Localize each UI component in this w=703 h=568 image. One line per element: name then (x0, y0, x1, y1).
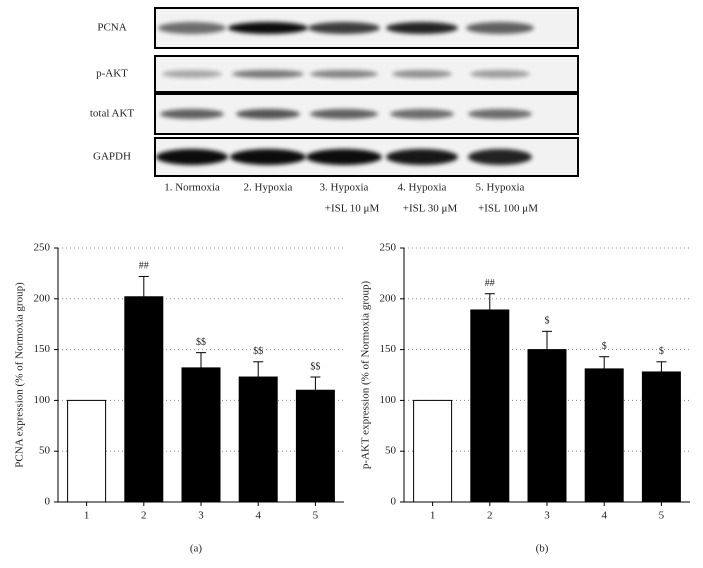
bar (238, 376, 278, 503)
x-tick-label: 1 (84, 510, 90, 522)
blot-band (160, 109, 224, 119)
y-tick-label: 100 (34, 394, 51, 406)
y-tick-label: 200 (34, 292, 51, 304)
y-axis-label: PCNA expression (% of Normoxia group) (14, 282, 26, 468)
significance-label: $$ (253, 346, 263, 357)
blot-band (310, 109, 378, 119)
blot-row-label: total AKT (90, 108, 135, 120)
blot-band (308, 22, 380, 34)
y-tick-label: 50 (385, 445, 397, 457)
blot-band (468, 109, 532, 119)
blot-band (158, 22, 226, 34)
x-tick-label: 5 (659, 510, 665, 522)
bar (181, 367, 221, 503)
x-tick-label: 3 (544, 510, 550, 522)
blot-band (306, 149, 382, 165)
blot-band (386, 149, 458, 165)
x-tick-label: 4 (255, 510, 261, 522)
blot-band (392, 70, 452, 78)
x-tick-label: 1 (430, 510, 436, 522)
bar (67, 399, 107, 503)
blot-row-label: PCNA (97, 22, 126, 34)
panel-label: (b) (536, 543, 549, 555)
blot-band (310, 70, 378, 78)
bar (584, 368, 624, 503)
lane-label: +ISL 100 μM (478, 203, 538, 215)
lane-label: 3. Hypoxia (320, 182, 369, 194)
y-tick-label: 250 (34, 242, 51, 254)
blot-band (386, 22, 458, 34)
x-tick-label: 2 (141, 510, 147, 522)
blot-band (228, 22, 308, 34)
lane-label: 4. Hypoxia (398, 182, 447, 194)
significance-label: ## (485, 278, 495, 289)
y-tick-label: 0 (45, 496, 51, 508)
blot-band (470, 70, 530, 78)
lane-label: +ISL 30 μM (403, 203, 458, 215)
x-tick-label: 2 (487, 510, 493, 522)
significance-label: $ (602, 341, 607, 352)
significance-label: $$ (196, 337, 206, 348)
bar (413, 399, 453, 503)
blot-band (390, 109, 454, 119)
significance-label: ## (139, 261, 149, 272)
y-tick-label: 50 (39, 445, 51, 457)
significance-label: $ (659, 346, 664, 357)
blot-band (230, 149, 306, 165)
bar (527, 349, 567, 503)
blot-band (466, 22, 534, 34)
y-tick-label: 100 (380, 394, 397, 406)
significance-label: $$ (310, 361, 320, 372)
x-tick-label: 5 (313, 510, 319, 522)
blot-row-label: GAPDH (93, 151, 131, 163)
blot-band (468, 149, 532, 165)
bar (295, 389, 335, 503)
blot-band (162, 70, 222, 78)
x-tick-label: 4 (601, 510, 607, 522)
blot-row-label: p-AKT (96, 68, 128, 80)
y-tick-label: 0 (391, 496, 397, 508)
bar (470, 309, 510, 503)
blot-band (232, 70, 304, 78)
lane-label: +ISL 10 μM (325, 203, 380, 215)
y-tick-label: 250 (380, 242, 397, 254)
blot-band (156, 149, 228, 165)
panel-label: (a) (190, 543, 203, 555)
bar (641, 371, 681, 503)
blot-band (236, 109, 300, 119)
x-tick-label: 3 (198, 510, 204, 522)
lane-label: 5. Hypoxia (476, 182, 525, 194)
y-axis-label: p-AKT expression (% of Normoxia group) (360, 281, 372, 470)
lane-label: 2. Hypoxia (244, 182, 293, 194)
y-tick-label: 150 (380, 343, 397, 355)
significance-label: $ (545, 316, 550, 327)
lane-label: 1. Normoxia (164, 182, 220, 194)
y-tick-label: 150 (34, 343, 51, 355)
bar (124, 296, 164, 503)
y-tick-label: 200 (380, 292, 397, 304)
